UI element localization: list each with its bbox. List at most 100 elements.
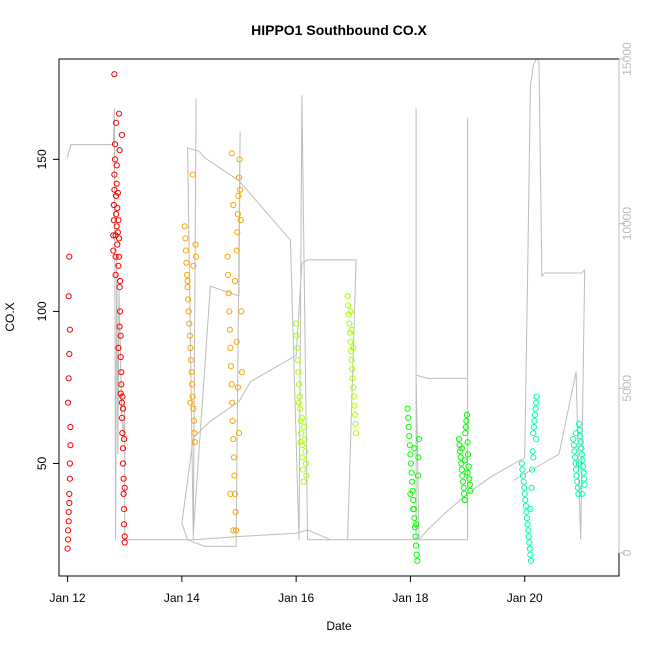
data-point [578, 451, 586, 458]
data-point [226, 308, 233, 315]
data-point [183, 271, 191, 278]
data-point [65, 375, 72, 382]
data-point [115, 110, 123, 117]
data-points-layer [64, 71, 588, 564]
data-point [345, 311, 352, 318]
data-point [300, 478, 307, 485]
data-point [224, 253, 231, 260]
data-point [299, 454, 306, 461]
data-point [350, 384, 357, 391]
data-point [298, 430, 305, 437]
data-point [463, 417, 470, 424]
data-point [413, 521, 420, 528]
data-point [348, 357, 355, 364]
data-point [346, 320, 353, 327]
data-point [66, 460, 74, 467]
data-point [190, 417, 197, 424]
data-point [66, 326, 74, 333]
data-point [521, 484, 528, 491]
data-point [347, 308, 354, 315]
data-point [230, 201, 237, 209]
data-point [115, 235, 123, 242]
data-point [65, 293, 72, 300]
data-point [527, 506, 534, 513]
data-point [575, 490, 582, 497]
data-point [113, 192, 120, 199]
data-point [191, 430, 198, 437]
data-point [65, 399, 72, 406]
data-point [295, 381, 303, 388]
data-point [459, 472, 466, 479]
data-point [523, 508, 530, 516]
data-point [526, 545, 534, 552]
data-point [121, 506, 128, 513]
data-point [301, 423, 308, 431]
data-point [115, 217, 122, 224]
data-point [117, 332, 124, 339]
data-point [346, 329, 353, 336]
data-point [521, 490, 528, 497]
data-point [191, 439, 199, 446]
data-point [519, 466, 526, 473]
data-point [574, 478, 581, 485]
data-point [121, 521, 128, 528]
data-point [294, 357, 301, 364]
x-axis-label: Date [326, 619, 352, 633]
data-point [118, 381, 125, 388]
data-point [350, 344, 357, 351]
data-point [570, 436, 577, 443]
data-point [455, 436, 463, 443]
data-point [574, 484, 582, 491]
data-point [531, 411, 539, 418]
data-point [348, 326, 355, 333]
data-point [528, 484, 535, 491]
y-axis-right: 0 5000 10000 15000 [618, 42, 634, 556]
data-point [113, 119, 120, 127]
data-point [65, 518, 72, 525]
data-point [408, 469, 415, 476]
data-point [533, 399, 540, 406]
data-point [523, 515, 531, 522]
data-point [575, 460, 583, 467]
data-point [225, 290, 232, 297]
data-point [65, 508, 72, 516]
data-point [529, 466, 536, 473]
data-point [111, 141, 119, 148]
data-point [65, 536, 72, 543]
x-tick-label: Jan 20 [507, 591, 543, 605]
data-point [238, 369, 245, 376]
data-point [234, 211, 241, 218]
data-point [185, 296, 192, 303]
data-point [405, 414, 412, 421]
data-point [458, 466, 465, 473]
data-point [187, 344, 194, 351]
data-point [349, 366, 356, 373]
data-point [573, 472, 580, 479]
data-point [409, 478, 416, 485]
data-point [119, 445, 127, 452]
data-point [231, 472, 238, 479]
data-point [230, 436, 237, 443]
data-point [350, 393, 357, 400]
data-point [111, 171, 118, 178]
data-point [231, 277, 239, 285]
data-point [570, 442, 578, 449]
data-point [231, 490, 239, 497]
data-point [518, 460, 526, 467]
x-tick-label: Jan 12 [50, 591, 86, 605]
data-point [192, 241, 199, 248]
data-point [407, 451, 414, 458]
data-point [457, 448, 464, 455]
data-point [297, 405, 304, 412]
y-tick-label: 100 [35, 301, 49, 321]
data-point [461, 457, 468, 464]
data-point [110, 232, 117, 239]
data-point [414, 472, 421, 479]
data-point [575, 420, 583, 427]
y2-tick-label: 10000 [620, 207, 634, 241]
data-point [573, 430, 580, 437]
data-point [115, 253, 123, 260]
data-point [464, 439, 471, 446]
data-point [237, 186, 244, 193]
data-point [111, 186, 118, 193]
